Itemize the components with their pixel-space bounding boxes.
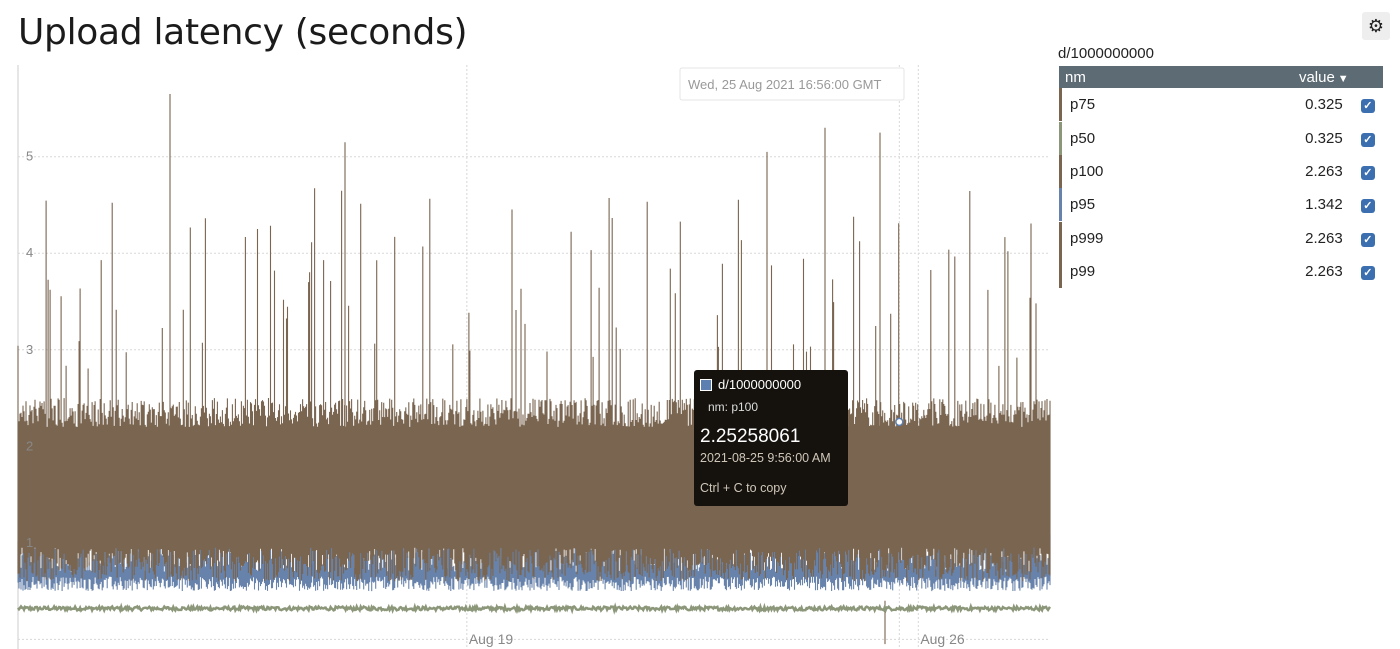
legend-checkbox[interactable]: ✓ bbox=[1360, 165, 1375, 180]
legend-name: p95 bbox=[1070, 196, 1096, 214]
legend-swatch bbox=[1059, 121, 1062, 155]
tooltip-time: 2021-08-25 9:56:00 AM bbox=[700, 451, 831, 465]
sort-desc-icon: ▼ bbox=[1337, 72, 1349, 85]
legend-swatch bbox=[1059, 154, 1062, 188]
legend-name: p999 bbox=[1070, 229, 1104, 247]
legend-name: p50 bbox=[1070, 129, 1096, 147]
legend-table: nm value ▼ p75 0.325 ✓ p50 0.325 ✓ p100 2.263 ✓ p9… bbox=[1059, 66, 1383, 289]
legend-row-p95[interactable]: p95 1.342 ✓ bbox=[1059, 188, 1383, 222]
tooltip-swatch bbox=[700, 378, 712, 391]
legend-row-p100[interactable]: p100 2.263 ✓ bbox=[1059, 154, 1383, 188]
hover-point bbox=[895, 417, 904, 427]
legend-value: 0.325 bbox=[1305, 129, 1343, 147]
hover-time-label: Wed, 25 Aug 2021 16:56:00 GMT bbox=[688, 77, 882, 92]
y-tick-label: 5 bbox=[26, 149, 33, 164]
legend-name: p100 bbox=[1070, 162, 1104, 180]
legend-swatch bbox=[1059, 221, 1062, 255]
tooltip-value: 2.25258061 bbox=[700, 426, 801, 447]
legend-row-p999[interactable]: p999 2.263 ✓ bbox=[1059, 221, 1383, 255]
legend-col-name[interactable]: nm bbox=[1059, 66, 1232, 88]
chart-title: Upload latency (seconds) bbox=[18, 12, 468, 53]
legend-checkbox[interactable]: ✓ bbox=[1360, 99, 1375, 114]
legend-value: 0.325 bbox=[1305, 96, 1343, 114]
settings-button[interactable]: ⚙ bbox=[1362, 12, 1390, 40]
y-tick-label: 4 bbox=[26, 245, 33, 260]
legend-row-p75[interactable]: p75 0.325 ✓ bbox=[1059, 88, 1383, 122]
legend-checkbox[interactable]: ✓ bbox=[1360, 199, 1375, 214]
hover-time-box bbox=[679, 67, 905, 101]
x-tick-label: Aug 26 bbox=[920, 631, 965, 647]
legend-value: 2.263 bbox=[1305, 229, 1343, 247]
latency-chart[interactable]: 1 2 3 4 5 Aug 19 Aug 26 Wed, 25 Aug 2021 16:56… bbox=[0, 60, 1052, 649]
tooltip-copy-hint: Ctrl + C to copy bbox=[700, 481, 787, 495]
legend-value: 1.342 bbox=[1305, 196, 1343, 214]
legend-swatch bbox=[1059, 88, 1062, 122]
legend-title: d/1000000000 bbox=[1058, 45, 1154, 62]
legend-col-value[interactable]: value ▼ bbox=[1231, 66, 1353, 88]
y-tick-label: 3 bbox=[26, 342, 33, 357]
tooltip: d/1000000000 nm: p100 2.25258061 2021-08… bbox=[694, 370, 848, 506]
legend-checkbox[interactable]: ✓ bbox=[1360, 232, 1375, 247]
legend-value: 2.263 bbox=[1305, 162, 1343, 180]
series-p50 bbox=[17, 602, 1052, 615]
legend-name: p75 bbox=[1070, 96, 1096, 114]
legend-swatch bbox=[1059, 188, 1062, 222]
series-p99 bbox=[17, 93, 1051, 645]
y-tick-label: 2 bbox=[26, 438, 33, 453]
legend-checkbox[interactable]: ✓ bbox=[1360, 266, 1375, 281]
legend-row-p99[interactable]: p99 2.263 ✓ bbox=[1059, 255, 1383, 289]
legend-swatch bbox=[1059, 255, 1062, 289]
legend-name: p99 bbox=[1070, 263, 1096, 281]
gear-icon: ⚙ bbox=[1367, 15, 1385, 36]
legend-row-p50[interactable]: p50 0.325 ✓ bbox=[1059, 121, 1383, 155]
tooltip-label: nm: p100 bbox=[708, 400, 759, 414]
legend-checkbox[interactable]: ✓ bbox=[1360, 132, 1375, 147]
y-tick-label: 1 bbox=[26, 535, 33, 550]
tooltip-series: d/1000000000 bbox=[718, 377, 802, 392]
x-tick-label: Aug 19 bbox=[469, 631, 514, 647]
legend-value: 2.263 bbox=[1305, 263, 1343, 281]
